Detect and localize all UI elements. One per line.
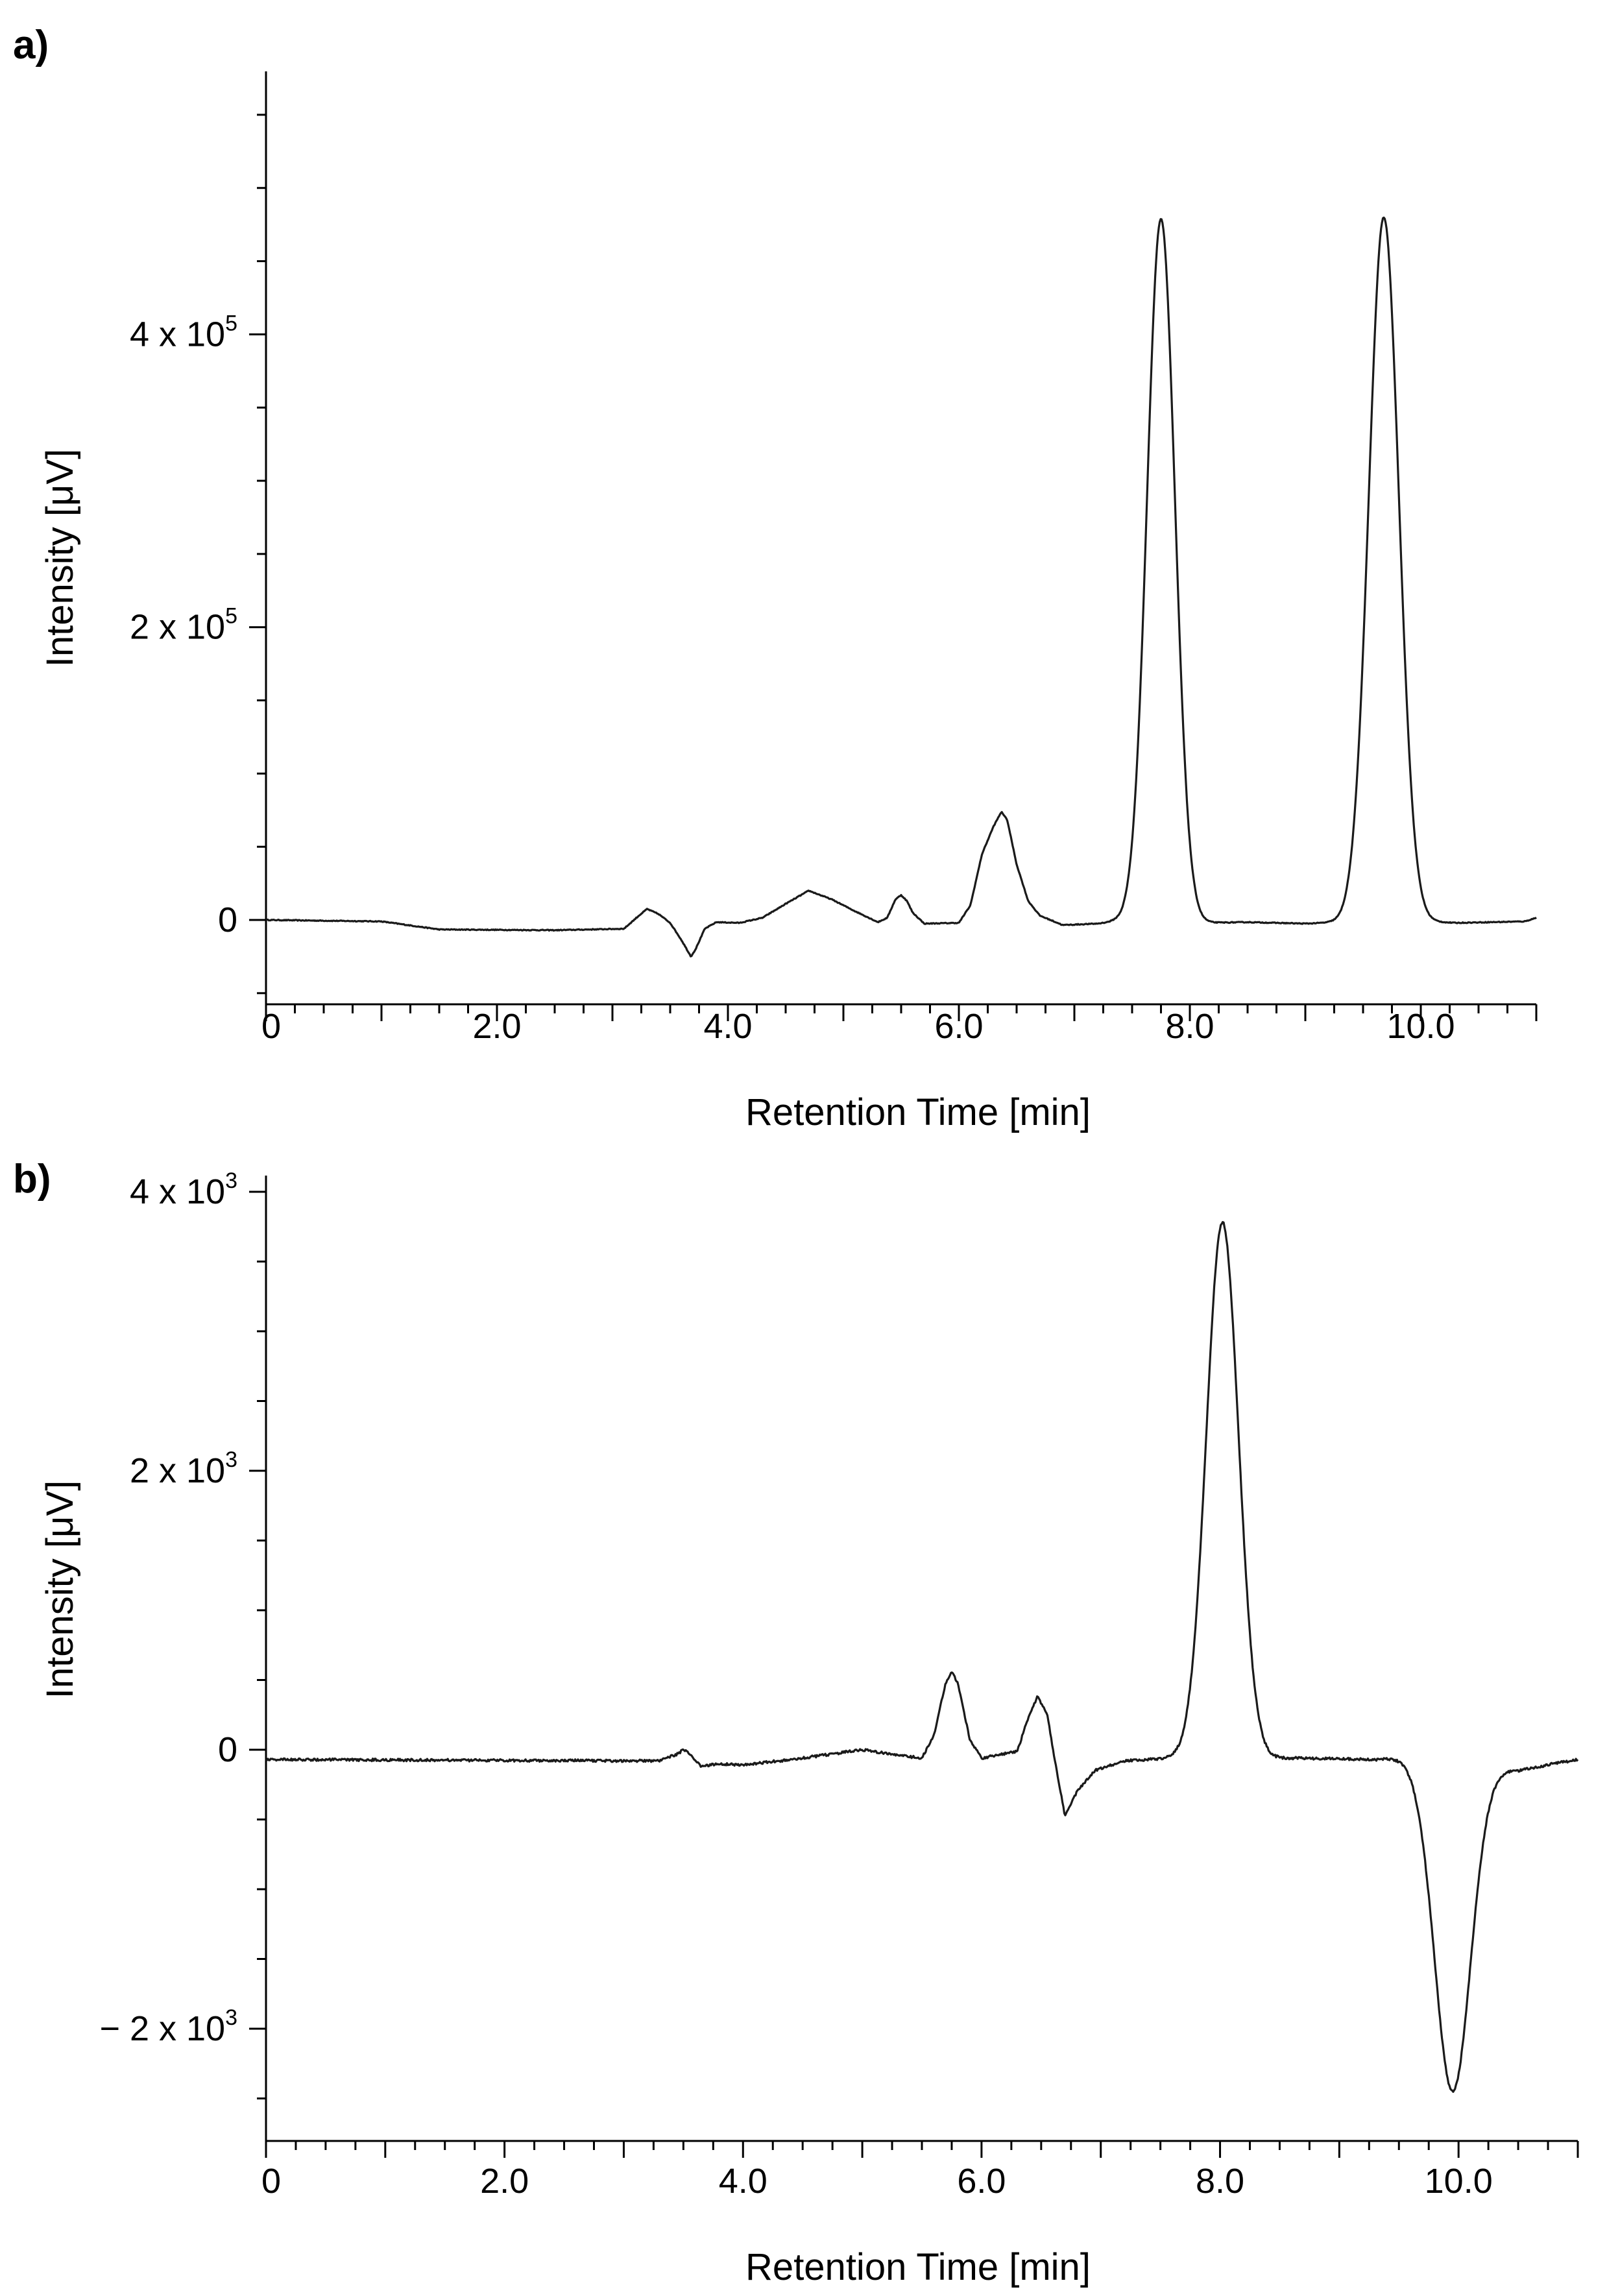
x-tick-label: 6.0 xyxy=(934,1007,983,1046)
panel-b-y-axis-title: Intensity [μV] xyxy=(39,1480,81,1698)
y-tick-label: 4 x 103 xyxy=(130,1168,237,1211)
y-tick-label: − 2 x 103 xyxy=(99,2005,237,2048)
x-tick-label: 10.0 xyxy=(1425,2162,1493,2201)
panel-b-trace xyxy=(265,1221,1579,2093)
panel-a-trace xyxy=(265,216,1537,958)
panel-b-letter: b) xyxy=(13,1157,51,1202)
y-tick-label: 2 x 105 xyxy=(130,604,237,647)
panel-a-x-axis-title: Retention Time [min] xyxy=(745,1091,1091,1133)
panel-b-chart: b) Intensity [μV] Retention Time [min] 0… xyxy=(13,1157,1579,2288)
y-tick-label: 2 x 103 xyxy=(130,1447,237,1490)
y-tick-label: 0 xyxy=(218,900,237,939)
panel-b-x-axis-title: Retention Time [min] xyxy=(745,2246,1091,2288)
x-tick-label: 4.0 xyxy=(719,2162,767,2201)
panel-a-y-axis-title: Intensity [μV] xyxy=(39,449,81,667)
x-tick-label: 0 xyxy=(261,1007,281,1046)
panel-a-chart: a) Intensity [μV] Retention Time [min] 0… xyxy=(13,23,1538,1133)
panel-a-axes: 0 2.0 4.0 6.0 8.0 10.0 0 2 x 105 4 x 105 xyxy=(130,71,1538,1046)
y-tick-label: 4 x 105 xyxy=(130,311,237,354)
panel-b-axes: 0 2.0 4.0 6.0 8.0 10.0 − 2 x 103 0 2 x 103 4 x 10… xyxy=(99,1168,1579,2201)
panel-a-letter: a) xyxy=(13,23,49,67)
x-tick-label: 8.0 xyxy=(1196,2162,1244,2201)
x-tick-label: 6.0 xyxy=(957,2162,1006,2201)
y-tick-label: 0 xyxy=(218,1730,237,1769)
x-tick-label: 10.0 xyxy=(1386,1007,1455,1046)
x-tick-label: 2.0 xyxy=(480,2162,529,2201)
x-tick-label: 4.0 xyxy=(703,1007,752,1046)
x-tick-label: 8.0 xyxy=(1165,1007,1214,1046)
x-tick-label: 0 xyxy=(261,2162,281,2201)
x-tick-label: 2.0 xyxy=(472,1007,521,1046)
